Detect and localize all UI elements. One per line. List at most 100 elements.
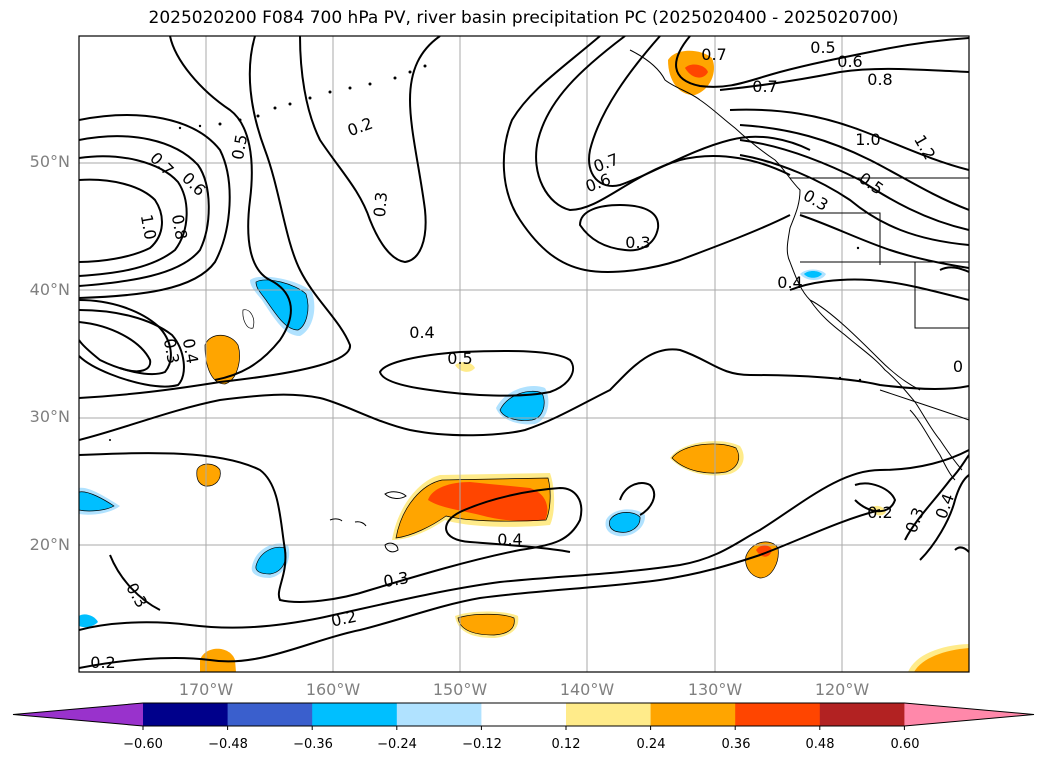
colorbar-extend-max [904,703,1034,726]
precip-area [500,391,545,421]
hawaii [329,491,407,553]
colorbar-segment [566,703,652,726]
islands [109,64,862,441]
lat-label: 30°N [29,407,70,426]
lon-label: 150°W [432,680,488,699]
precip-outlines [79,279,779,636]
lat-label: 20°N [29,535,70,554]
precip-area [672,443,739,474]
pv-contours [79,36,969,669]
contour-label: 0.3 [800,186,832,215]
pv-contour [854,482,897,513]
pv-contour [939,266,969,273]
precip-area [79,491,114,511]
map-title: 2025020200 F084 700 hPa PV, river basin … [148,8,899,28]
contour-label: 0 [953,357,963,376]
contour-label: 0.6 [837,52,862,71]
pv-contour [79,321,152,373]
precip-area [609,512,641,533]
colorbar-tick-label: 0.60 [890,737,920,752]
pv-contour [954,546,969,553]
colorbar-tick-label: −0.24 [377,737,417,752]
colorbar-segment [819,703,905,726]
lon-label: 140°W [559,680,615,699]
contour-label: 0.4 [777,273,802,292]
pv-contour [79,452,583,603]
contour-label: 0.7 [752,77,777,96]
map-area: 0.7 0.5 0.6 0.8 0.7 1.0 1.2 0.2 0.5 0.7 … [79,36,969,672]
contour-label: 0.3 [625,233,650,252]
pv-contour [79,155,188,277]
precip-area [458,614,515,635]
pv-contour [739,154,969,246]
pv-contour [535,36,791,212]
precip-area [685,64,708,78]
contour-label: 0.3 [382,568,410,591]
lat-label: 50°N [29,152,70,171]
contour-label: 0.5 [447,349,472,368]
contour-label: 0.3 [370,191,391,218]
pv-contour [675,36,969,88]
lon-label: 160°W [305,680,361,699]
pv-contour [169,36,292,381]
colorbar-tick-label: 0.36 [721,737,751,752]
precip-positive-areas [196,50,969,672]
pv-contour [79,135,210,287]
contour-label: 0.7 [701,45,726,64]
lon-label: 170°W [178,680,234,699]
pv-contour [79,299,172,376]
colorbar-segment [143,703,229,726]
gridlines [79,36,969,672]
contour-label: 0.6 [178,168,209,199]
pv-contour [502,36,791,273]
contour-label: 0.4 [497,530,522,549]
pv-contour [109,554,161,611]
pv-contour [79,348,969,441]
contour-label: 1.0 [855,130,880,149]
colorbar-segment [396,703,482,726]
lon-label: 130°W [687,680,743,699]
pv-contour [799,214,969,269]
lat-label: 40°N [29,280,70,299]
pv-contour [79,114,231,299]
colorbar [12,702,1035,730]
contour-label: 0.2 [345,114,375,141]
colorbar-tick-label: −0.12 [462,737,502,752]
precip-area [914,648,969,672]
coastlines [629,49,969,481]
contour-label: 0.2 [867,503,892,522]
colorbar-tick-label: −0.36 [293,737,333,752]
pv-contour [299,36,441,264]
contour-label: 0.2 [329,607,358,631]
contour-label: 0.5 [810,38,835,57]
pv-contour [719,67,969,91]
contour-label: 0.4 [409,323,434,342]
pv-contour [619,482,656,516]
colorbar-extend-min [13,703,143,726]
contour-label: 0.8 [168,213,191,241]
plot-frame [78,35,970,673]
contour-label: 0.2 [90,653,115,672]
contour-label: 0.5 [228,133,251,161]
colorbar-segment [735,703,821,726]
colorbar-segment [650,703,736,726]
colorbar-tick-label: 0.12 [551,737,581,752]
colorbar-tick-label: −0.48 [208,737,248,752]
precip-area [79,614,98,628]
pv-contour [739,139,969,231]
pv-contour [79,509,881,669]
pv-contour [904,454,969,541]
precip-area [256,279,309,330]
contour-label: 0.4 [179,337,202,365]
contour-label: 0.3 [902,505,929,535]
pv-contour [789,278,969,301]
contour-label: 0.8 [867,70,892,89]
precip-area [804,271,822,278]
colorbar-segment [481,703,567,726]
lon-label: 120°W [814,680,870,699]
contour-label: 1.0 [137,213,160,241]
contour-label: 0.4 [932,491,959,521]
colorbar-tick-label: 0.24 [636,737,666,752]
colorbar-tick-label: −0.60 [123,737,163,752]
